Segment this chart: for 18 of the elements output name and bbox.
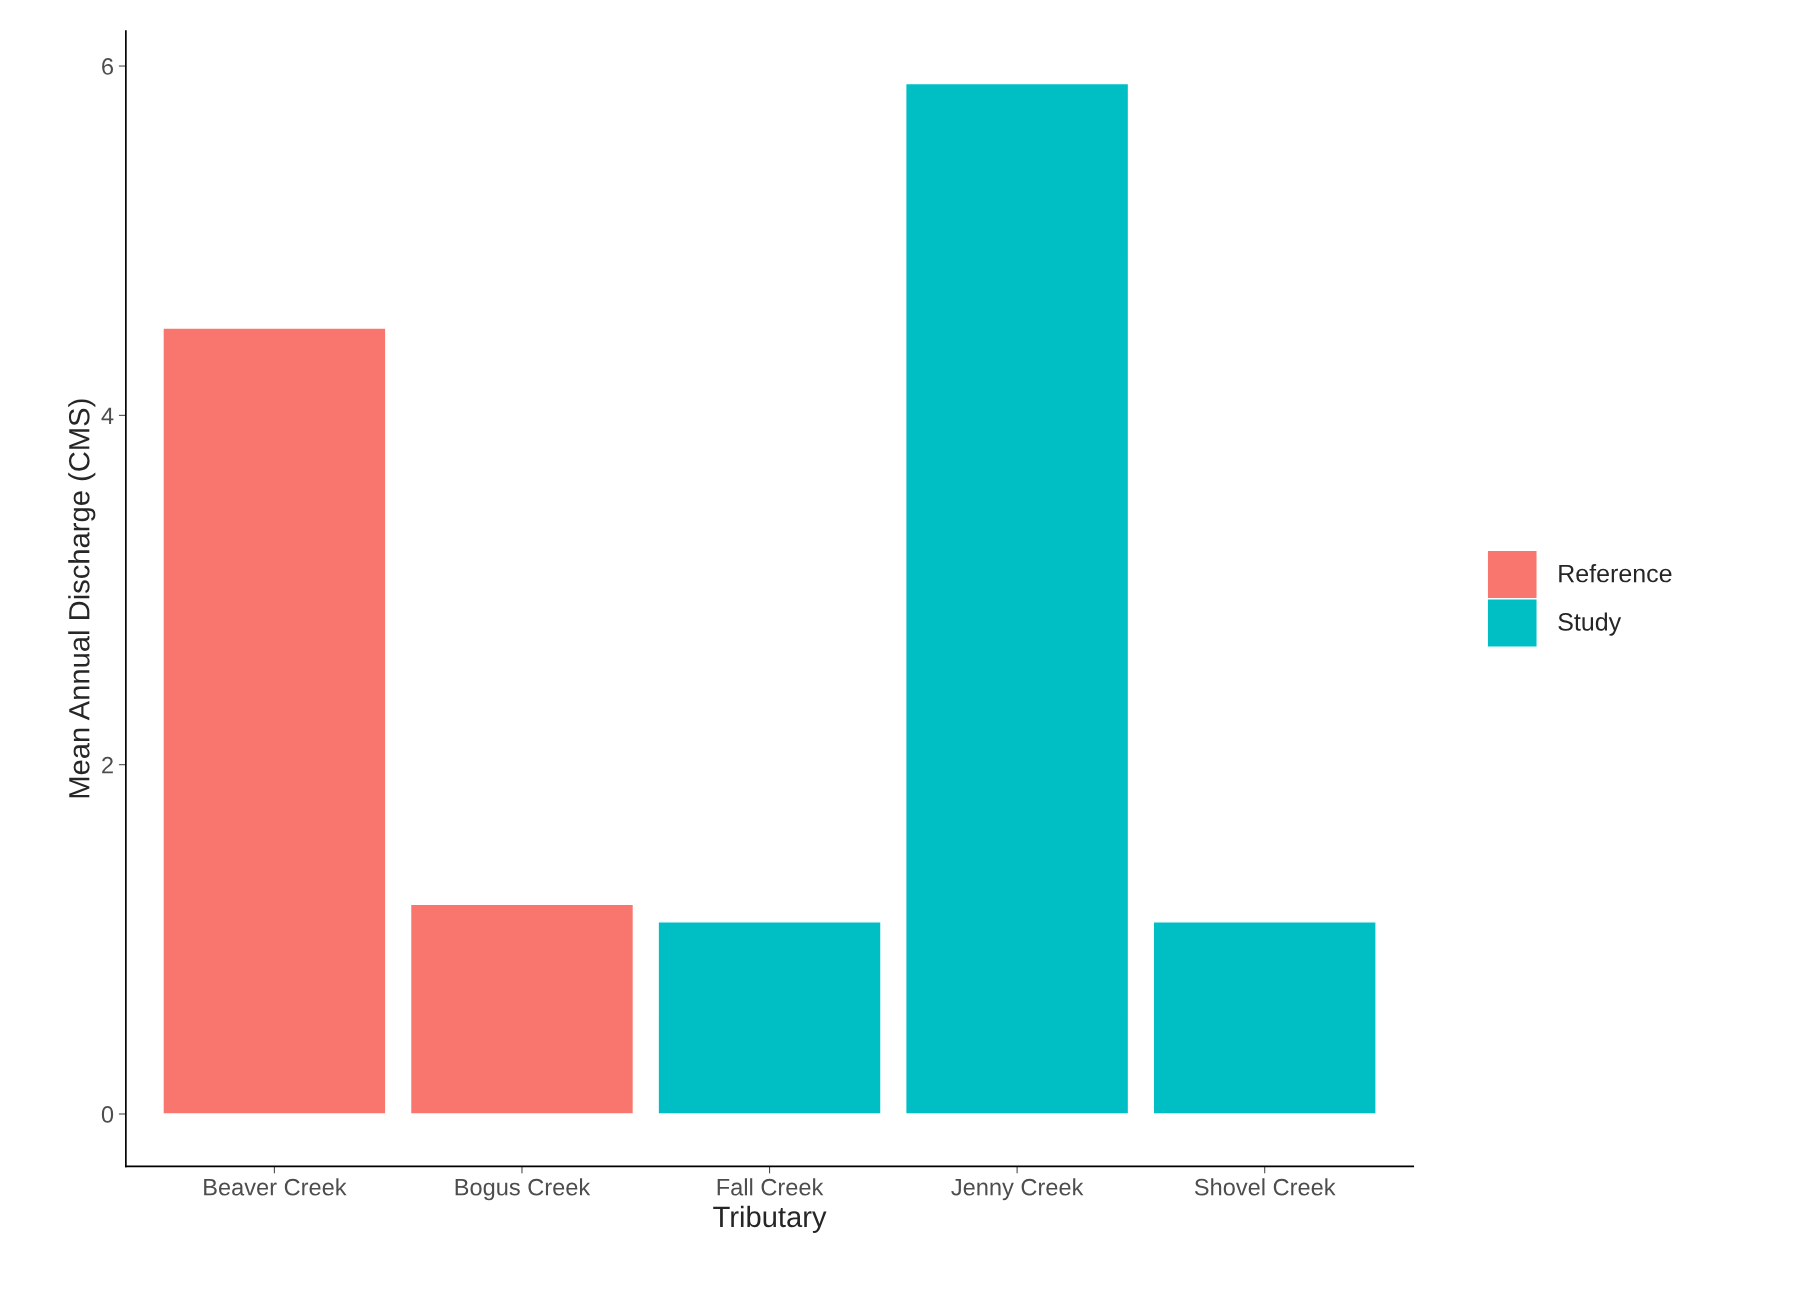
legend-label: Reference bbox=[1559, 564, 1672, 583]
x-axis-title: Tributary bbox=[713, 1205, 827, 1233]
y-axis-title: Mean Annual Discharge (CMS) bbox=[68, 399, 96, 798]
x-tick-label: Beaver Creek bbox=[204, 1178, 347, 1196]
bar bbox=[409, 903, 635, 1115]
x-tick-label: Bogus Creek bbox=[455, 1178, 591, 1201]
bar bbox=[1152, 921, 1377, 1115]
y-tick-label: 2 bbox=[102, 756, 113, 774]
y-tick-label: 4 bbox=[101, 407, 114, 424]
x-tick-label: Fall Creek bbox=[717, 1178, 824, 1196]
bar bbox=[905, 82, 1130, 1115]
bar bbox=[657, 921, 882, 1115]
x-tick-label: Jenny Creek bbox=[951, 1178, 1084, 1201]
x-tick-label: Shovel Creek bbox=[1194, 1178, 1336, 1196]
y-tick-label: 6 bbox=[102, 58, 114, 75]
bar bbox=[162, 327, 387, 1115]
legend-label: Study bbox=[1558, 612, 1622, 636]
y-tick-label: 0 bbox=[101, 1106, 114, 1123]
